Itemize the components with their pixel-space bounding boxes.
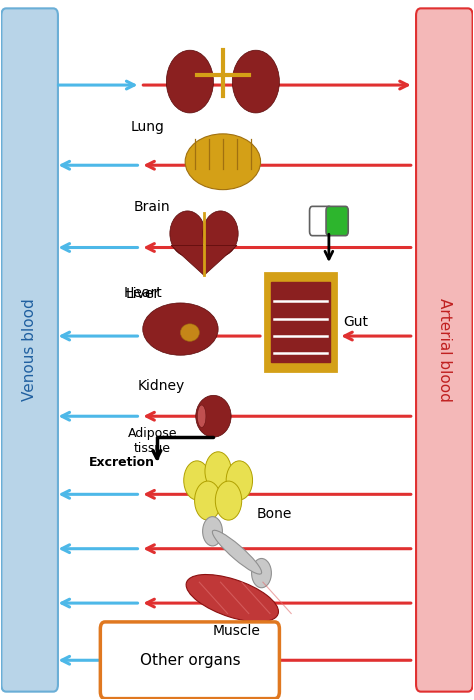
Text: Lung: Lung [130,120,164,134]
Circle shape [184,461,210,500]
Text: Excretion: Excretion [89,456,155,469]
Ellipse shape [166,50,213,113]
Ellipse shape [143,303,218,355]
Ellipse shape [202,517,222,546]
Circle shape [226,461,253,500]
FancyBboxPatch shape [326,206,348,236]
Text: Bone: Bone [257,507,292,521]
Ellipse shape [181,324,199,342]
Bar [265,273,336,371]
Ellipse shape [197,405,206,428]
Ellipse shape [232,50,279,113]
FancyBboxPatch shape [1,8,58,692]
Ellipse shape [252,559,272,588]
Bar [272,282,330,362]
Ellipse shape [203,211,238,256]
FancyBboxPatch shape [310,206,332,236]
Ellipse shape [185,134,261,190]
Ellipse shape [196,395,231,438]
Text: Heart: Heart [123,286,162,300]
Text: Arterial blood: Arterial blood [437,298,452,402]
Circle shape [215,481,242,520]
Ellipse shape [212,530,262,574]
Circle shape [205,452,231,491]
Text: Liver: Liver [126,287,160,301]
Text: Brain: Brain [134,200,171,214]
Ellipse shape [170,211,205,256]
Text: Other organs: Other organs [139,653,240,668]
Circle shape [195,481,221,520]
Text: Muscle: Muscle [213,624,261,638]
Text: Adipose
tissue: Adipose tissue [128,426,177,454]
Text: Gut: Gut [343,315,368,329]
FancyBboxPatch shape [416,8,473,692]
Text: Kidney: Kidney [138,379,185,393]
Ellipse shape [186,575,278,622]
Polygon shape [171,246,237,275]
Text: Venous blood: Venous blood [22,299,37,401]
FancyBboxPatch shape [100,622,279,699]
